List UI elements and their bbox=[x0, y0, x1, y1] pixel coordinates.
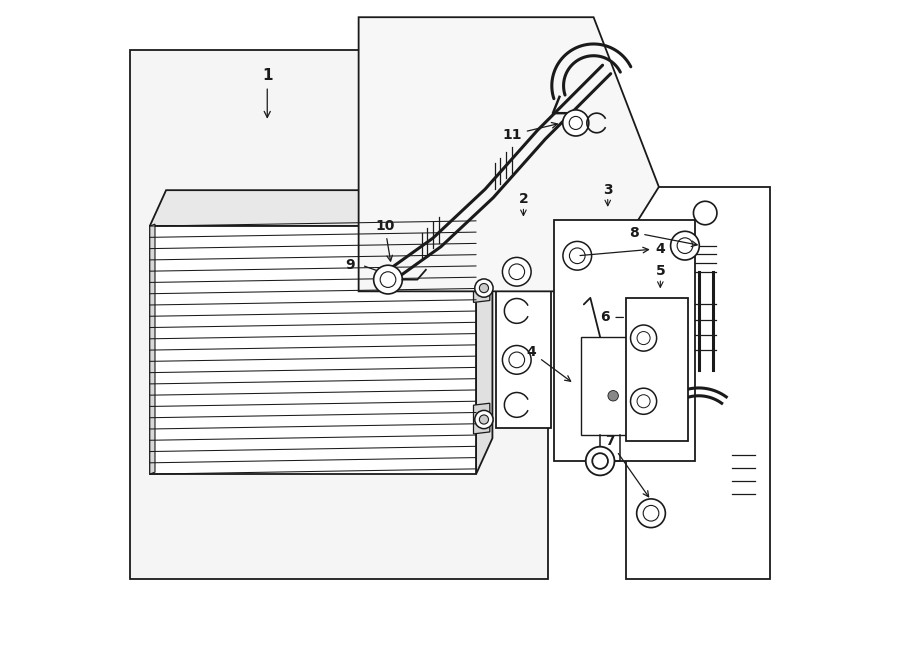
Circle shape bbox=[502, 346, 531, 374]
Polygon shape bbox=[149, 190, 492, 226]
Circle shape bbox=[586, 447, 615, 475]
Circle shape bbox=[637, 332, 650, 344]
Text: 1: 1 bbox=[262, 69, 273, 118]
Polygon shape bbox=[473, 403, 490, 434]
Circle shape bbox=[475, 410, 493, 429]
Circle shape bbox=[644, 506, 659, 521]
Polygon shape bbox=[149, 224, 155, 474]
Circle shape bbox=[592, 453, 608, 469]
Bar bbox=[554, 219, 695, 461]
Text: 4: 4 bbox=[580, 241, 665, 256]
Circle shape bbox=[480, 284, 489, 293]
Circle shape bbox=[475, 279, 493, 297]
Circle shape bbox=[677, 238, 693, 253]
Text: 7: 7 bbox=[605, 434, 649, 497]
Circle shape bbox=[569, 116, 582, 130]
Circle shape bbox=[637, 395, 650, 408]
Circle shape bbox=[636, 499, 665, 527]
Polygon shape bbox=[358, 17, 659, 292]
Circle shape bbox=[380, 272, 396, 288]
Bar bbox=[626, 298, 688, 442]
Circle shape bbox=[562, 110, 589, 136]
Circle shape bbox=[608, 391, 618, 401]
Bar bbox=[626, 187, 770, 578]
Text: 4: 4 bbox=[526, 345, 571, 381]
Circle shape bbox=[631, 325, 657, 351]
Circle shape bbox=[562, 241, 591, 270]
Circle shape bbox=[508, 352, 525, 368]
Circle shape bbox=[693, 201, 717, 225]
Bar bbox=[580, 337, 646, 435]
Polygon shape bbox=[130, 50, 548, 578]
Text: 8: 8 bbox=[629, 225, 698, 247]
Text: 3: 3 bbox=[603, 182, 613, 197]
Text: 2: 2 bbox=[518, 192, 528, 206]
Polygon shape bbox=[473, 272, 490, 303]
Text: 6: 6 bbox=[600, 311, 610, 325]
Bar bbox=[496, 233, 551, 428]
Circle shape bbox=[631, 388, 657, 414]
Circle shape bbox=[670, 231, 699, 260]
Circle shape bbox=[570, 248, 585, 264]
Bar bbox=[149, 226, 476, 474]
Text: 10: 10 bbox=[375, 219, 394, 261]
Circle shape bbox=[502, 257, 531, 286]
Text: 9: 9 bbox=[346, 258, 356, 272]
Text: 11: 11 bbox=[502, 122, 557, 141]
Polygon shape bbox=[476, 190, 492, 474]
Circle shape bbox=[374, 265, 402, 294]
Circle shape bbox=[508, 264, 525, 280]
Text: 5: 5 bbox=[655, 264, 665, 278]
Circle shape bbox=[480, 415, 489, 424]
